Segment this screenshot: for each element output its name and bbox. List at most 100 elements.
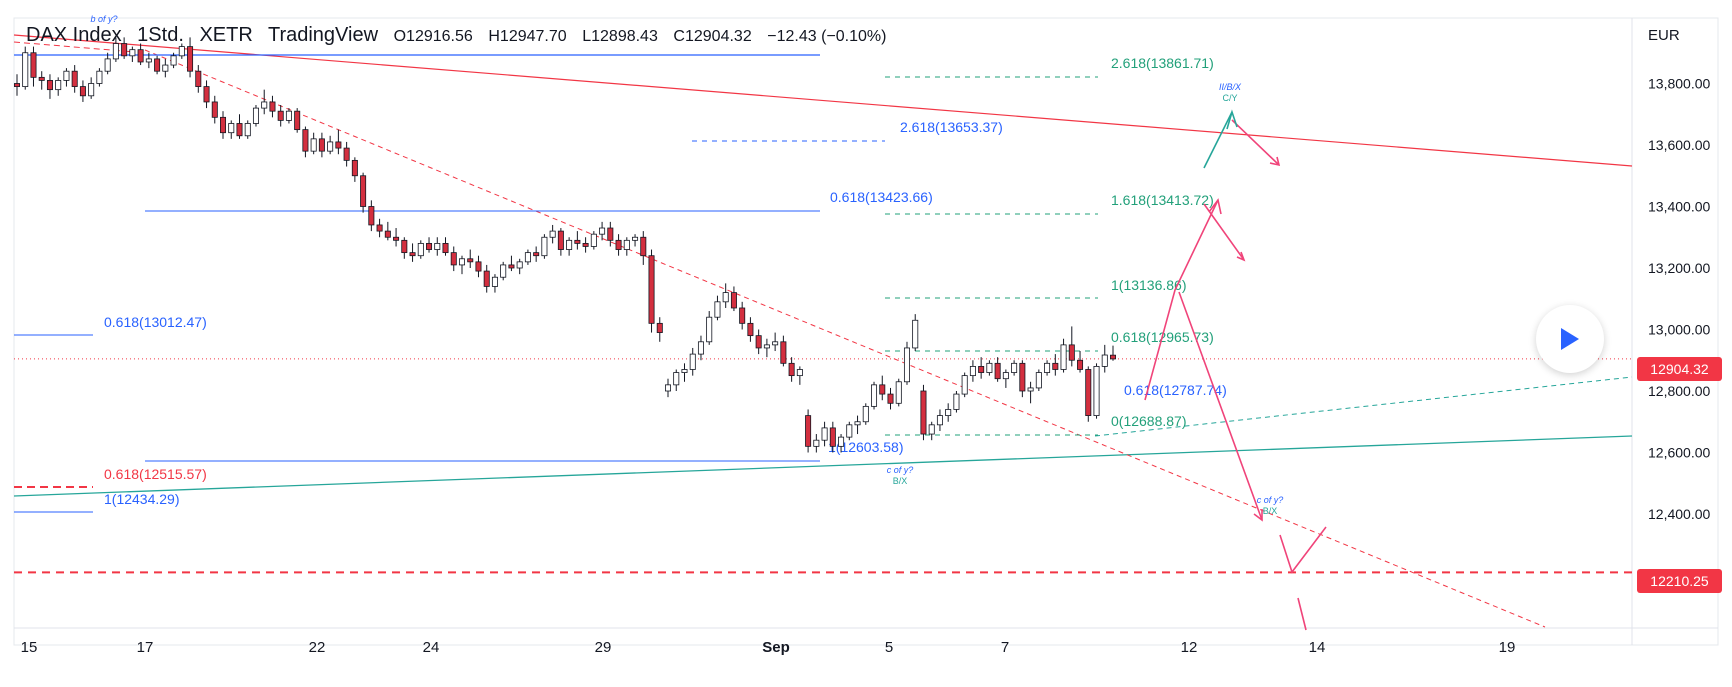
x-tick-label: Sep	[762, 639, 790, 656]
candle-body	[170, 55, 177, 66]
candle-body	[409, 252, 416, 257]
candle-body	[1060, 344, 1067, 370]
candle-body	[706, 316, 713, 343]
dashed-uptrend	[1094, 376, 1633, 437]
candle-body	[203, 86, 210, 103]
candle-body	[112, 43, 119, 60]
candle-body	[533, 252, 540, 257]
candle-body	[145, 58, 152, 63]
y-tick-label: 12,400.00	[1648, 506, 1710, 522]
candle-body	[1077, 359, 1084, 370]
candle-body	[566, 239, 573, 250]
candle-body	[665, 384, 672, 392]
candle-body	[615, 239, 622, 250]
level-price-tag: 12210.25	[1637, 569, 1722, 593]
candle-body	[640, 236, 647, 257]
candle-body	[13, 83, 20, 87]
y-tick-label: 13,600.00	[1648, 137, 1710, 153]
candle-body	[838, 436, 845, 447]
candle-body	[689, 353, 696, 370]
candle-body	[747, 322, 754, 337]
chart-frame	[13, 17, 1719, 646]
candle-body	[730, 292, 737, 309]
candle-body	[574, 239, 581, 244]
candle-body	[269, 101, 276, 112]
candle-body	[821, 427, 828, 441]
candle-body	[1035, 372, 1042, 389]
symbol-name[interactable]: DAX Index	[26, 24, 122, 46]
candle-body	[978, 365, 985, 373]
candle-body	[1110, 354, 1117, 360]
resistance-trendline	[13, 34, 1633, 167]
candle-body	[228, 123, 235, 134]
candle-body	[557, 230, 564, 250]
candle-body	[912, 319, 919, 349]
fib-label: 1.618(13413.72)	[1111, 192, 1214, 208]
y-tick-label: 13,200.00	[1648, 260, 1710, 276]
candle-body	[491, 276, 498, 287]
candle-body	[351, 159, 358, 177]
candle-body	[244, 123, 251, 137]
candle-body	[393, 236, 400, 241]
arrowhead	[1236, 251, 1246, 262]
exchange: XETR	[199, 24, 253, 46]
candle-body	[599, 227, 606, 235]
ohlc-close: C12904.32	[673, 28, 752, 45]
y-tick-label: 13,400.00	[1648, 199, 1710, 215]
candle-body	[936, 415, 943, 426]
candle-body	[71, 70, 78, 87]
candle-body	[104, 58, 111, 72]
ohlc-high: H12947.70	[488, 28, 567, 45]
candle-body	[763, 344, 770, 349]
candle-body	[88, 83, 95, 97]
candle-body	[220, 116, 227, 134]
fib-label: 1(12434.29)	[104, 491, 180, 507]
candle-body	[401, 239, 408, 254]
support-trendline	[13, 435, 1633, 497]
candle-body	[632, 236, 639, 241]
candle-body	[945, 409, 952, 417]
candle-body	[928, 424, 935, 435]
replay-play-button[interactable]	[1536, 305, 1604, 373]
fib-label: 0.618(13012.47)	[104, 314, 207, 330]
candle-body	[318, 138, 325, 152]
candle-body	[1068, 344, 1075, 361]
x-tick-label: 19	[1499, 639, 1516, 656]
candle-body	[1052, 362, 1059, 370]
candle-body	[1027, 387, 1034, 392]
candle-body	[467, 258, 474, 263]
candle-body	[673, 372, 680, 386]
candle-body	[582, 242, 589, 247]
candle-body	[697, 341, 704, 355]
fib-label: 0.618(12515.57)	[104, 466, 207, 482]
y-tick-label: 13,800.00	[1648, 76, 1710, 92]
candle-body	[854, 421, 861, 426]
candle-body	[376, 224, 383, 232]
arrowhead	[1269, 156, 1281, 167]
candle-body	[294, 110, 301, 131]
candle-body	[475, 261, 482, 272]
candle-body	[780, 341, 787, 364]
candle-body	[623, 239, 630, 250]
dashed-downtrend	[144, 49, 1546, 628]
candle-body	[178, 46, 185, 57]
candle-body	[162, 64, 169, 72]
arrowhead	[1253, 509, 1263, 522]
candle-body	[450, 252, 457, 266]
candle-body	[541, 236, 548, 257]
candle-body	[1002, 372, 1009, 380]
candle-body	[129, 49, 136, 57]
candle-body	[442, 242, 449, 254]
interval[interactable]: 1Std.	[137, 24, 184, 46]
pink-path-down-1	[1203, 203, 1245, 261]
candle-body	[417, 242, 424, 257]
candle-body	[986, 362, 993, 373]
candle-body	[137, 49, 144, 63]
fib-label: 0(12688.87)	[1111, 413, 1187, 429]
candle-body	[920, 390, 927, 435]
ohlc-change: −12.43 (−0.10%)	[767, 28, 887, 45]
candle-body	[302, 129, 309, 152]
candle-body	[862, 405, 869, 423]
